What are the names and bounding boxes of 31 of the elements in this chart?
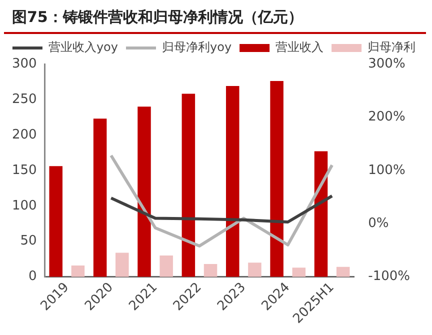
y2-tick-label: -100%	[368, 269, 410, 284]
bar	[248, 262, 262, 277]
y2-tick-label: 100%	[368, 162, 406, 178]
y2-tick-label: 200%	[368, 110, 406, 125]
y-tick-label: 250	[12, 92, 37, 107]
bar	[226, 86, 240, 277]
bar	[138, 106, 151, 277]
y-tick-label: 150	[12, 162, 37, 178]
y-tick-label: 300	[12, 56, 37, 72]
bar	[336, 266, 350, 277]
y-tick-label: 0	[28, 269, 37, 284]
bar	[71, 265, 85, 277]
y2-tick-label: 0%	[368, 216, 389, 231]
bar	[160, 256, 173, 277]
bar	[49, 166, 62, 277]
y2-tick-label: 300%	[368, 56, 406, 72]
bar	[204, 264, 218, 277]
legend-label: 归母净利	[368, 40, 416, 54]
legend-label: 营业收入	[276, 40, 324, 54]
bar	[93, 118, 107, 277]
legend-label: 归母净利yoy	[162, 40, 232, 54]
bar	[116, 252, 129, 277]
bar	[314, 151, 328, 277]
legend-label: 营业收入yoy	[48, 40, 118, 54]
y-tick-label: 50	[20, 234, 37, 249]
y-tick-label: 100	[12, 198, 37, 214]
bar	[270, 81, 284, 277]
chart-title: 图75：铸锻件营收和归母净利情况（亿元）	[4, 0, 426, 34]
bar	[292, 268, 306, 277]
bar	[182, 94, 196, 277]
y-tick-label: 200	[12, 127, 37, 142]
